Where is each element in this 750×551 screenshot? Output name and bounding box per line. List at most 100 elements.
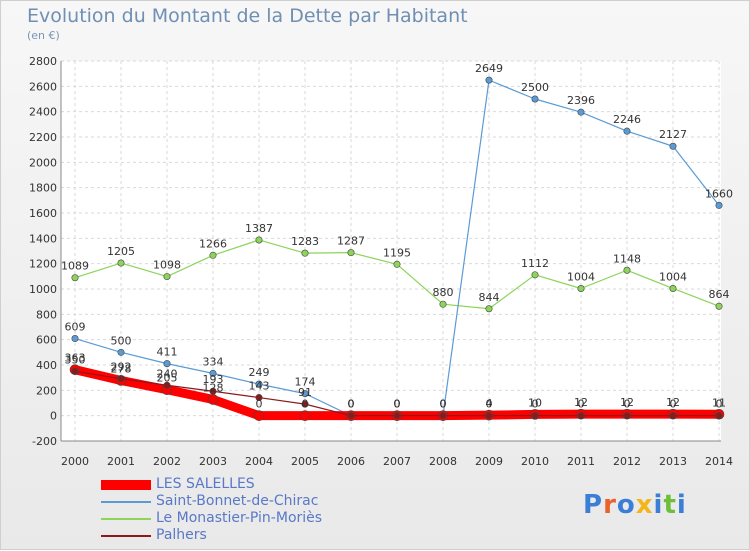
data-point bbox=[531, 95, 539, 103]
data-label: 193 bbox=[203, 373, 224, 386]
data-label: 350 bbox=[65, 353, 86, 366]
data-point bbox=[163, 273, 171, 281]
data-label: 2246 bbox=[613, 113, 641, 126]
data-label: 1148 bbox=[613, 252, 641, 265]
data-point bbox=[577, 108, 585, 116]
data-label: 0 bbox=[716, 398, 723, 411]
x-tick-label: 2009 bbox=[475, 455, 503, 468]
data-point bbox=[71, 367, 79, 375]
data-label: 1387 bbox=[245, 222, 273, 235]
data-label: 609 bbox=[65, 321, 86, 334]
y-tick-label: 1800 bbox=[29, 182, 57, 195]
y-tick-label: 1200 bbox=[29, 258, 57, 271]
y-tick-label: 2200 bbox=[29, 131, 57, 144]
data-point bbox=[207, 394, 219, 405]
data-label: 0 bbox=[394, 398, 401, 411]
data-label: 0 bbox=[348, 398, 355, 411]
data-point bbox=[715, 412, 723, 420]
y-tick-label: 2600 bbox=[29, 80, 57, 93]
data-label: 12 bbox=[666, 396, 680, 409]
data-label: 2500 bbox=[521, 81, 549, 94]
data-label: 0 bbox=[302, 398, 309, 411]
data-point bbox=[347, 412, 355, 420]
data-point bbox=[163, 381, 171, 389]
data-label: 1287 bbox=[337, 235, 365, 248]
legend-label: Palhers bbox=[156, 527, 207, 543]
data-point bbox=[209, 251, 217, 259]
data-label: 844 bbox=[479, 291, 500, 304]
chart-title: Evolution du Montant de la Dette par Hab… bbox=[27, 5, 468, 27]
data-label: 0 bbox=[394, 398, 401, 411]
data-label: 0 bbox=[532, 398, 539, 411]
data-label: 4 bbox=[486, 397, 493, 410]
x-tick-label: 2007 bbox=[383, 455, 411, 468]
data-label: 1266 bbox=[199, 237, 227, 250]
legend-label: Saint-Bonnet-de-Chirac bbox=[156, 493, 319, 509]
x-tick-label: 2001 bbox=[107, 455, 135, 468]
data-label: 880 bbox=[433, 286, 454, 299]
data-point bbox=[301, 390, 309, 398]
data-label: 2396 bbox=[567, 94, 595, 107]
x-tick-label: 2013 bbox=[659, 455, 687, 468]
data-label: 864 bbox=[709, 288, 730, 301]
x-tick-label: 2012 bbox=[613, 455, 641, 468]
data-point bbox=[715, 302, 723, 310]
data-point bbox=[71, 335, 79, 343]
data-label: 0 bbox=[394, 398, 401, 411]
data-point bbox=[71, 274, 79, 282]
data-point bbox=[485, 412, 493, 420]
y-tick-label: 0 bbox=[50, 410, 57, 423]
x-tick-label: 2006 bbox=[337, 455, 365, 468]
data-point bbox=[255, 236, 263, 244]
data-label: 0 bbox=[440, 398, 447, 411]
data-point bbox=[117, 348, 125, 356]
data-label: 363 bbox=[65, 352, 86, 365]
data-point bbox=[209, 387, 217, 395]
data-point bbox=[117, 259, 125, 267]
data-label: 91 bbox=[298, 386, 312, 399]
data-point bbox=[439, 300, 447, 308]
data-label: 11 bbox=[712, 396, 726, 409]
y-tick-label: 200 bbox=[36, 384, 57, 397]
data-point bbox=[299, 410, 311, 421]
y-tick-label: 800 bbox=[36, 308, 57, 321]
data-label: 0 bbox=[670, 398, 677, 411]
data-point bbox=[531, 412, 539, 420]
y-tick-label: 400 bbox=[36, 359, 57, 372]
data-point bbox=[255, 380, 263, 388]
x-tick-label: 2010 bbox=[521, 455, 549, 468]
data-point bbox=[669, 412, 677, 420]
data-label: 500 bbox=[111, 334, 132, 347]
data-label: 1195 bbox=[383, 246, 411, 259]
x-tick-label: 2003 bbox=[199, 455, 227, 468]
data-label: 205 bbox=[157, 372, 178, 385]
legend-swatch bbox=[101, 501, 151, 503]
data-point bbox=[577, 284, 585, 292]
data-point bbox=[623, 412, 631, 420]
data-label: 1205 bbox=[107, 245, 135, 258]
data-label: 0 bbox=[486, 398, 493, 411]
data-point bbox=[117, 375, 125, 383]
data-point bbox=[255, 394, 263, 402]
data-point bbox=[163, 360, 171, 368]
legend-label: Le Monastier-Pin-Moriès bbox=[156, 510, 323, 526]
data-point bbox=[623, 127, 631, 135]
data-point bbox=[485, 76, 493, 84]
data-point bbox=[393, 412, 401, 420]
x-tick-label: 2004 bbox=[245, 455, 273, 468]
x-tick-label: 2000 bbox=[61, 455, 89, 468]
data-label: 0 bbox=[348, 398, 355, 411]
data-point bbox=[485, 305, 493, 313]
y-tick-label: 2000 bbox=[29, 156, 57, 169]
data-point bbox=[439, 412, 447, 420]
data-label: 292 bbox=[111, 361, 132, 374]
data-label: 2649 bbox=[475, 62, 503, 75]
data-label: 1004 bbox=[659, 270, 687, 283]
data-label: 1098 bbox=[153, 259, 181, 272]
data-point bbox=[253, 410, 265, 421]
y-tick-label: 2800 bbox=[29, 55, 57, 68]
y-tick-label: -200 bbox=[32, 435, 57, 448]
data-label: 174 bbox=[295, 376, 316, 389]
